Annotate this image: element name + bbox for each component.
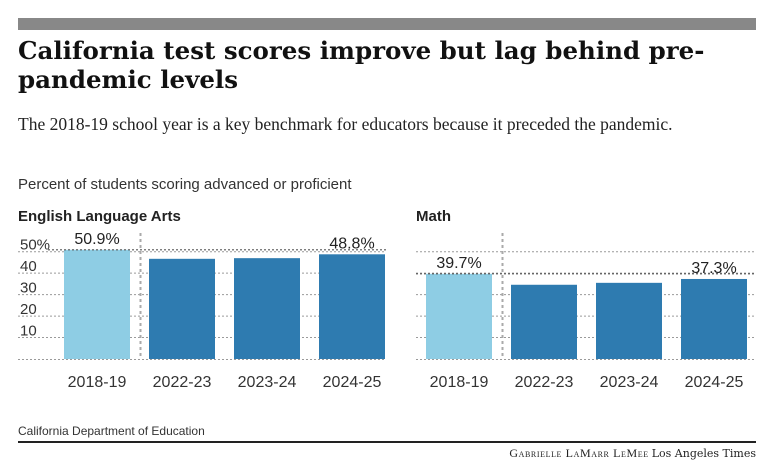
- chart-subtitle: The 2018-19 school year is a key benchma…: [18, 114, 673, 134]
- x-tick-label: 2018-19: [68, 374, 127, 391]
- y-tick-label: 50%: [20, 237, 50, 254]
- bar-2018-19: [426, 273, 492, 359]
- y-axis-caption: Percent of students scoring advanced or …: [18, 176, 352, 193]
- x-tick-label: 2024-25: [323, 374, 382, 391]
- y-tick-label: 10: [20, 323, 37, 340]
- bar-2024-25: [681, 278, 747, 359]
- x-tick-label: 2018-19: [430, 374, 489, 391]
- footer-rule: [18, 441, 756, 443]
- bar-2022-23: [511, 284, 577, 359]
- y-tick-label: 30: [20, 280, 37, 297]
- x-tick-label: 2023-24: [600, 374, 659, 391]
- top-accent-bar: [18, 18, 756, 30]
- organization-name: Los Angeles Times: [651, 447, 756, 460]
- x-tick-label: 2023-24: [238, 374, 297, 391]
- bar-2024-25: [319, 254, 385, 359]
- data-label: 39.7%: [436, 255, 481, 272]
- bar-2023-24: [596, 282, 662, 359]
- data-label: 48.8%: [329, 235, 374, 252]
- byline: Gabrielle LaMarr LeMee: [509, 446, 649, 460]
- bar-charts: 10 20 30 40 50% 2018-19 50.9% 2022-23 2023-24 202…: [18, 231, 756, 391]
- chart-title: California test scores improve but lag b…: [18, 36, 705, 94]
- source-note: California Department of Education: [18, 424, 205, 438]
- panel-title-math: Math: [416, 208, 451, 225]
- x-tick-label: 2024-25: [685, 374, 744, 391]
- data-label: 50.9%: [74, 231, 119, 248]
- bar-2023-24: [234, 258, 300, 359]
- credit-line: Gabrielle LaMarr LeMee Los Angeles Times: [509, 446, 756, 461]
- x-tick-label: 2022-23: [153, 374, 212, 391]
- bar-2022-23: [149, 258, 215, 359]
- y-tick-label: 40: [20, 258, 37, 275]
- bar-2018-19: [64, 249, 130, 359]
- y-tick-label: 20: [20, 301, 37, 318]
- x-tick-label: 2022-23: [515, 374, 574, 391]
- data-label: 37.3%: [691, 260, 736, 277]
- panel-title-ela: English Language Arts: [18, 208, 181, 225]
